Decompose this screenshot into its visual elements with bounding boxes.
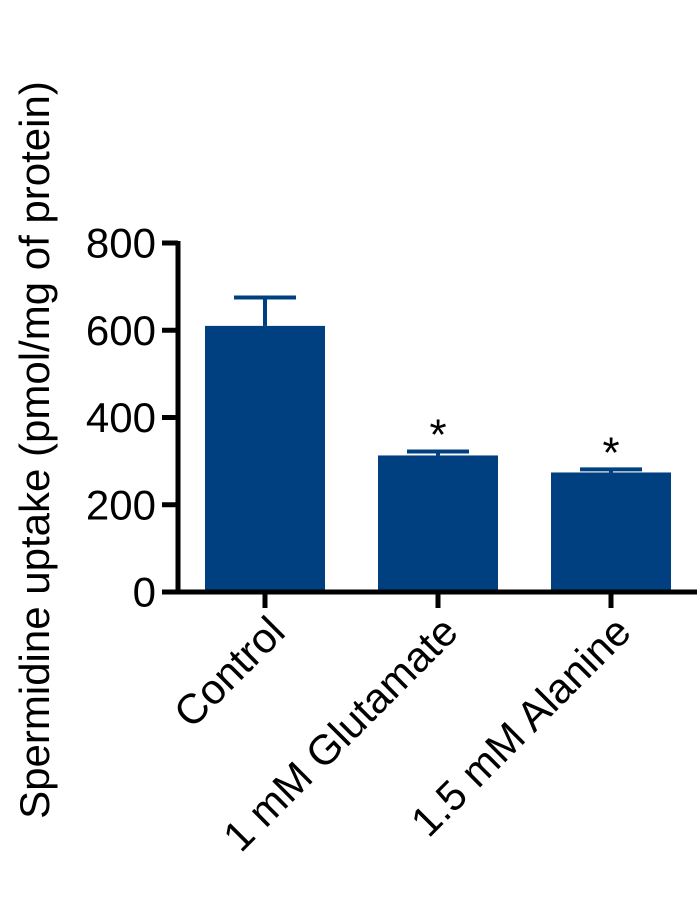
y-tick-label: 600 — [86, 307, 156, 354]
y-tick-label: 0 — [133, 569, 156, 616]
y-axis-title: Spermidine uptake (pmol/mg of protein) — [11, 81, 58, 819]
y-tick-label: 200 — [86, 481, 156, 528]
y-tick-label: 400 — [86, 394, 156, 441]
bar — [378, 455, 498, 592]
bar — [551, 472, 671, 592]
significance-marker: * — [602, 428, 619, 477]
y-tick-label: 800 — [86, 220, 156, 267]
significance-marker: * — [429, 411, 446, 460]
category-label: Control — [165, 607, 294, 736]
bar — [205, 325, 325, 592]
